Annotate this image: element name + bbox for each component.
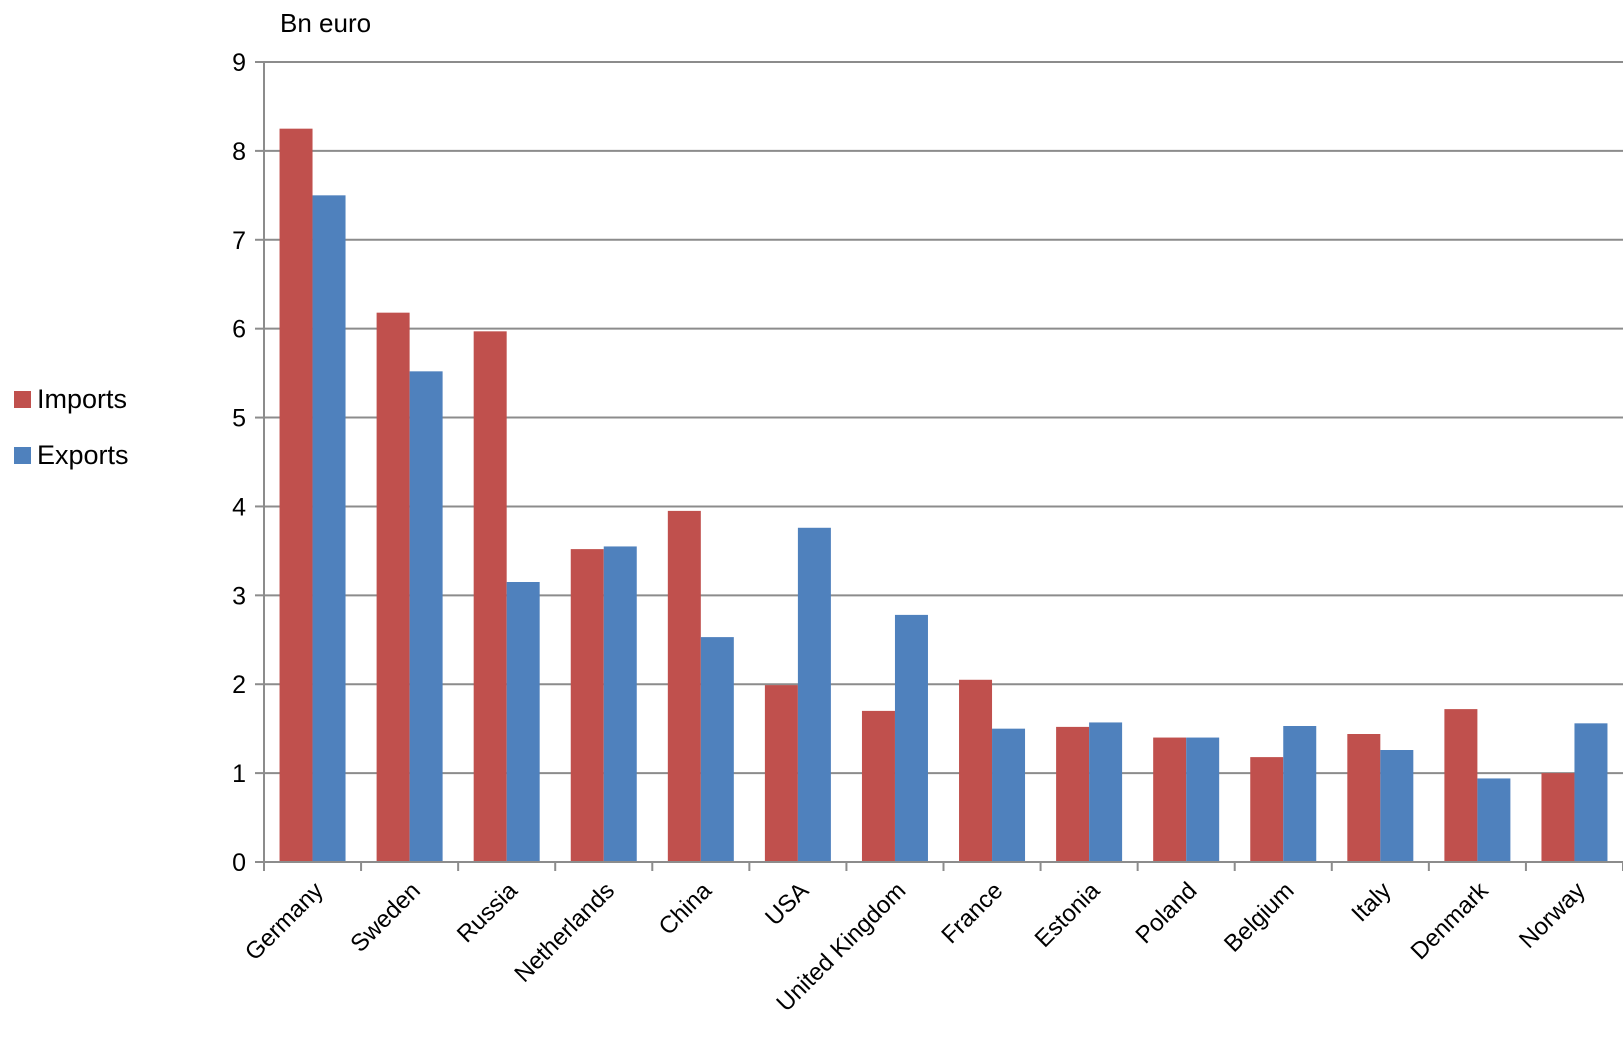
bar-imports-norway [1541, 773, 1575, 862]
bar-exports-denmark [1477, 778, 1511, 862]
bar-exports-usa [797, 527, 831, 862]
bar-imports-denmark [1444, 709, 1478, 862]
y-tick-label: 2 [232, 671, 246, 699]
bar-exports-belgium [1283, 726, 1317, 862]
legend-label-imports: Imports [37, 384, 127, 414]
bar-exports-china [700, 637, 734, 862]
x-category-label: China [654, 877, 718, 941]
legend: Imports Exports [14, 384, 129, 470]
y-tick-label: 7 [232, 227, 246, 255]
bar-exports-germany [312, 195, 346, 863]
bar-imports-united-kingdom [861, 710, 895, 862]
y-tick-label: 4 [232, 493, 246, 521]
bars [279, 128, 1608, 863]
bar-imports-belgium [1250, 757, 1284, 862]
bar-imports-sweden [376, 312, 410, 863]
y-axis-ticks: 0 1 2 3 4 5 6 7 8 9 [232, 49, 264, 877]
bar-exports-united-kingdom [894, 614, 928, 862]
x-category-label: Belgium [1219, 877, 1299, 957]
bar-exports-italy [1380, 750, 1414, 862]
bar-exports-russia [506, 582, 540, 862]
bar-imports-estonia [1056, 726, 1090, 862]
y-tick-label: 5 [232, 405, 246, 433]
x-category-label: Germany [240, 877, 329, 966]
bar-imports-china [667, 510, 701, 862]
bar-imports-poland [1153, 737, 1187, 862]
bar-imports-italy [1347, 734, 1381, 862]
x-category-label: Italy [1346, 877, 1396, 927]
bar-imports-germany [279, 128, 313, 862]
bar-imports-france [959, 679, 993, 862]
bar-exports-netherlands [603, 546, 637, 862]
bar-exports-poland [1186, 737, 1220, 862]
bar-imports-russia [473, 331, 507, 862]
gridlines [264, 61, 1623, 775]
bar-imports-usa [764, 685, 798, 862]
x-category-label: Netherlands [509, 877, 620, 988]
y-tick-label: 0 [232, 849, 246, 877]
x-category-label: Sweden [345, 877, 425, 957]
y-tick-label: 6 [232, 316, 246, 344]
x-category-label: Denmark [1406, 876, 1495, 965]
bar-exports-sweden [409, 371, 443, 862]
legend-swatch-imports [14, 391, 31, 408]
x-category-label: Russia [452, 877, 523, 948]
bar-exports-norway [1574, 723, 1608, 862]
x-category-label: Poland [1130, 877, 1202, 949]
bar-exports-estonia [1089, 722, 1123, 862]
y-tick-label: 9 [232, 49, 246, 77]
bar-imports-netherlands [570, 549, 604, 862]
legend-swatch-exports [14, 447, 31, 464]
axes [263, 62, 1623, 871]
bar-exports-france [992, 728, 1026, 862]
x-category-label: France [936, 877, 1008, 949]
x-category-label: USA [760, 877, 814, 931]
x-category-label: Norway [1514, 877, 1591, 954]
legend-label-exports: Exports [37, 440, 129, 470]
x-category-label: Estonia [1030, 877, 1106, 953]
y-tick-label: 3 [232, 582, 246, 610]
y-tick-label: 8 [232, 138, 246, 166]
y-tick-label: 1 [232, 760, 246, 788]
y-axis-unit-label: Bn euro [280, 8, 371, 38]
